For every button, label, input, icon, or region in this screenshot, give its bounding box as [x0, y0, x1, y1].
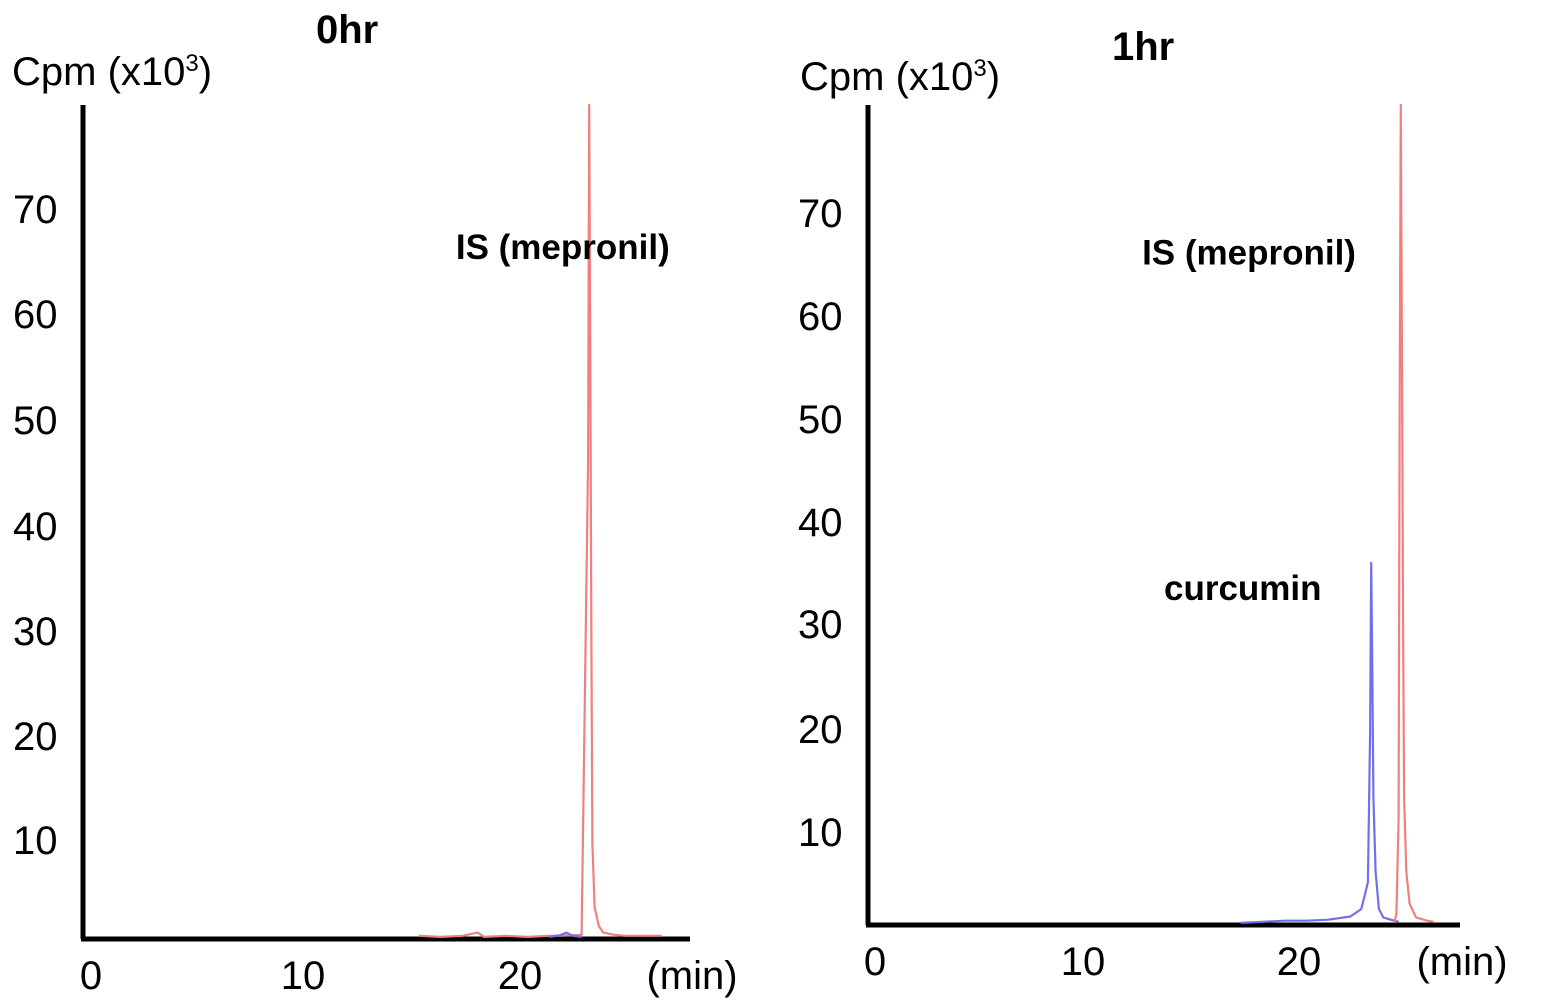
y-tick-label: 10 [13, 819, 58, 863]
y-tick-label: 60 [798, 295, 843, 339]
y-tick-label: 50 [798, 398, 843, 442]
chart-panel-0hr: 0hr Cpm (x103) 10 20 30 40 50 60 70 0 10 20 (min) I… [0, 0, 780, 1005]
peak-annotation: IS (mepronil) [456, 228, 670, 267]
y-axis-label: Cpm (x103) [800, 55, 1000, 100]
y-tick-label: 40 [13, 505, 58, 549]
peak-annotation: curcumin [1164, 569, 1322, 608]
y-tick-label: 30 [13, 610, 58, 654]
chart-plot-1hr: 10 20 30 40 50 60 70 0 10 20 (min) IS (mepronil) cur… [798, 103, 1508, 984]
y-tick-label: 50 [13, 399, 58, 443]
y-tick-label: 20 [13, 715, 58, 759]
y-axis-label-exponent: 3 [185, 50, 199, 77]
chart-panel-1hr: 1hr Cpm (x103) 10 20 30 40 50 60 70 0 10 20 (min) I… [785, 0, 1567, 1005]
peak-annotation: IS (mepronil) [1142, 234, 1356, 273]
x-axis-unit-label: (min) [1416, 940, 1507, 984]
chart-title: 0hr [316, 8, 379, 52]
x-tick-label: 0 [80, 954, 102, 998]
y-tick-label: 70 [13, 188, 58, 232]
y-axis-label: Cpm (x103) [12, 50, 212, 95]
series-trace [1240, 561, 1399, 924]
x-tick-label: 10 [1061, 940, 1106, 984]
series-trace [548, 931, 582, 938]
y-tick-label: 60 [13, 293, 58, 337]
y-tick-label: 30 [798, 603, 843, 647]
y-tick-label: 40 [798, 501, 843, 545]
y-tick-label: 70 [798, 192, 843, 236]
chart-title: 1hr [1112, 25, 1175, 69]
chart-plot-0hr: 10 20 30 40 50 60 70 0 10 20 (min) IS (mepronil) [13, 103, 738, 998]
y-axis-label-close: ) [986, 55, 1001, 99]
y-axis-label-text: Cpm (x10 [800, 55, 974, 99]
y-tick-label: 10 [798, 811, 843, 855]
x-axis-unit-label: (min) [646, 954, 737, 998]
y-axis-label-close: ) [198, 50, 213, 94]
series-trace [418, 103, 662, 939]
y-axis-label-exponent: 3 [973, 55, 987, 82]
x-tick-label: 20 [498, 954, 543, 998]
x-tick-label: 10 [281, 954, 326, 998]
x-tick-label: 20 [1277, 940, 1322, 984]
y-axis-label-text: Cpm (x10 [12, 50, 186, 94]
y-tick-label: 20 [798, 708, 843, 752]
x-tick-label: 0 [864, 940, 886, 984]
series-trace [1393, 103, 1434, 924]
